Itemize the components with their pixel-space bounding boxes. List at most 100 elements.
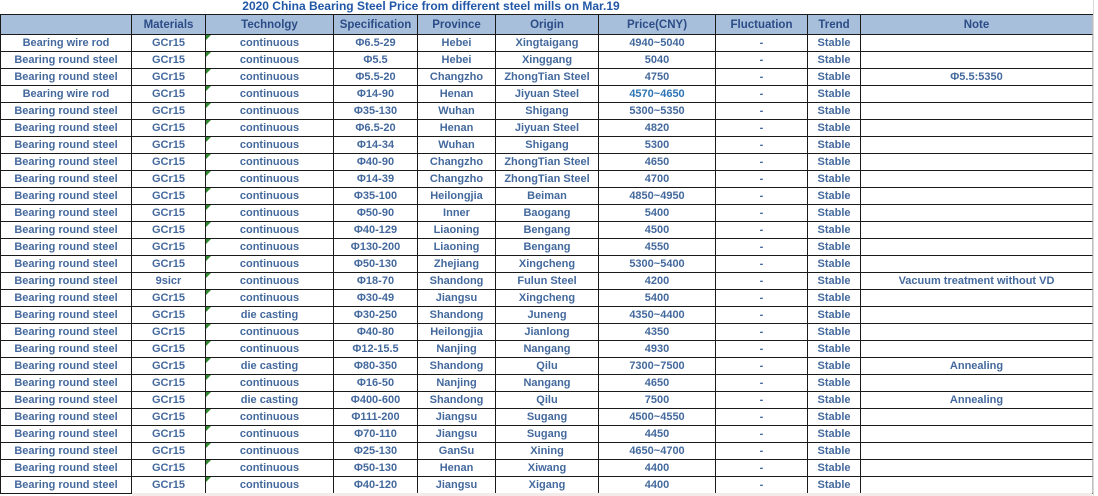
- cell-province[interactable]: Jiangsu: [418, 409, 496, 426]
- cell-technology[interactable]: die casting: [206, 358, 334, 375]
- cell-trend[interactable]: Stable: [808, 171, 861, 188]
- cell-materials[interactable]: GCr15: [132, 307, 206, 324]
- cell-price[interactable]: 4650: [599, 375, 716, 392]
- cell-trend[interactable]: Stable: [808, 477, 861, 494]
- header-price[interactable]: Price(CNY): [599, 15, 716, 35]
- cell-trend[interactable]: Stable: [808, 222, 861, 239]
- cell-price[interactable]: 4820: [599, 120, 716, 137]
- cell-note[interactable]: [861, 35, 1093, 52]
- cell-technology[interactable]: continuous: [206, 205, 334, 222]
- cell-rowlabel[interactable]: Bearing round steel: [1, 324, 132, 341]
- cell-materials[interactable]: GCr15: [132, 69, 206, 86]
- cell-technology[interactable]: continuous: [206, 460, 334, 477]
- cell-materials[interactable]: GCr15: [132, 188, 206, 205]
- cell-province[interactable]: Henan: [418, 120, 496, 137]
- cell-province[interactable]: Heilongjia: [418, 324, 496, 341]
- cell-note[interactable]: [861, 171, 1093, 188]
- cell-note[interactable]: [861, 290, 1093, 307]
- cell-price[interactable]: 5040: [599, 52, 716, 69]
- cell-note[interactable]: Vacuum treatment without VD: [861, 273, 1093, 290]
- cell-province[interactable]: Shandong: [418, 307, 496, 324]
- header-origin[interactable]: Origin: [496, 15, 599, 35]
- cell-note[interactable]: [861, 154, 1093, 171]
- cell-trend[interactable]: Stable: [808, 307, 861, 324]
- cell-materials[interactable]: GCr15: [132, 52, 206, 69]
- cell-fluctuation[interactable]: -: [716, 188, 808, 205]
- cell-origin[interactable]: Xingtaigang: [496, 35, 599, 52]
- cell-note[interactable]: [861, 52, 1093, 69]
- cell-province[interactable]: Henan: [418, 86, 496, 103]
- cell-origin[interactable]: Fulun Steel: [496, 273, 599, 290]
- cell-technology[interactable]: continuous: [206, 120, 334, 137]
- cell-technology[interactable]: continuous: [206, 443, 334, 460]
- cell-note[interactable]: [861, 256, 1093, 273]
- cell-trend[interactable]: Stable: [808, 358, 861, 375]
- cell-technology[interactable]: continuous: [206, 324, 334, 341]
- cell-rowlabel[interactable]: Bearing round steel: [1, 171, 132, 188]
- cell-rowlabel[interactable]: Bearing round steel: [1, 52, 132, 69]
- cell-trend[interactable]: Stable: [808, 443, 861, 460]
- cell-specification[interactable]: Φ130-200: [334, 239, 418, 256]
- cell-rowlabel[interactable]: Bearing round steel: [1, 222, 132, 239]
- cell-origin[interactable]: Xining: [496, 443, 599, 460]
- cell-technology[interactable]: continuous: [206, 171, 334, 188]
- cell-technology[interactable]: continuous: [206, 375, 334, 392]
- cell-materials[interactable]: GCr15: [132, 171, 206, 188]
- cell-rowlabel[interactable]: Bearing round steel: [1, 239, 132, 256]
- cell-materials[interactable]: GCr15: [132, 324, 206, 341]
- cell-note[interactable]: [861, 375, 1093, 392]
- cell-price[interactable]: 4400: [599, 477, 716, 494]
- cell-technology[interactable]: continuous: [206, 426, 334, 443]
- cell-province[interactable]: Changzho: [418, 171, 496, 188]
- cell-fluctuation[interactable]: -: [716, 35, 808, 52]
- cell-specification[interactable]: Φ50-130: [334, 460, 418, 477]
- cell-trend[interactable]: Stable: [808, 120, 861, 137]
- cell-origin[interactable]: Xinggang: [496, 52, 599, 69]
- cell-trend[interactable]: Stable: [808, 137, 861, 154]
- cell-note[interactable]: [861, 239, 1093, 256]
- cell-materials[interactable]: GCr15: [132, 460, 206, 477]
- cell-technology[interactable]: continuous: [206, 154, 334, 171]
- cell-rowlabel[interactable]: Bearing round steel: [1, 460, 132, 477]
- cell-origin[interactable]: ZhongTian Steel: [496, 69, 599, 86]
- cell-trend[interactable]: Stable: [808, 290, 861, 307]
- cell-fluctuation[interactable]: -: [716, 239, 808, 256]
- cell-specification[interactable]: Φ400-600: [334, 392, 418, 409]
- cell-materials[interactable]: GCr15: [132, 103, 206, 120]
- cell-fluctuation[interactable]: -: [716, 171, 808, 188]
- cell-technology[interactable]: continuous: [206, 35, 334, 52]
- cell-price[interactable]: 4570~4650: [599, 86, 716, 103]
- cell-trend[interactable]: Stable: [808, 256, 861, 273]
- cell-rowlabel[interactable]: Bearing wire rod: [1, 35, 132, 52]
- cell-rowlabel[interactable]: Bearing round steel: [1, 256, 132, 273]
- cell-rowlabel[interactable]: Bearing round steel: [1, 290, 132, 307]
- cell-province[interactable]: Hebei: [418, 35, 496, 52]
- cell-province[interactable]: Jiangsu: [418, 426, 496, 443]
- cell-fluctuation[interactable]: -: [716, 154, 808, 171]
- cell-technology[interactable]: continuous: [206, 409, 334, 426]
- cell-note[interactable]: [861, 103, 1093, 120]
- cell-province[interactable]: Shandong: [418, 358, 496, 375]
- cell-rowlabel[interactable]: Bearing round steel: [1, 375, 132, 392]
- cell-rowlabel[interactable]: Bearing round steel: [1, 120, 132, 137]
- cell-origin[interactable]: Xigang: [496, 477, 599, 494]
- cell-origin[interactable]: Jianlong: [496, 324, 599, 341]
- cell-rowlabel[interactable]: Bearing round steel: [1, 205, 132, 222]
- cell-origin[interactable]: Nangang: [496, 341, 599, 358]
- cell-rowlabel[interactable]: Bearing round steel: [1, 307, 132, 324]
- cell-materials[interactable]: GCr15: [132, 154, 206, 171]
- cell-materials[interactable]: GCr15: [132, 86, 206, 103]
- cell-materials[interactable]: GCr15: [132, 222, 206, 239]
- cell-specification[interactable]: Φ40-80: [334, 324, 418, 341]
- cell-materials[interactable]: GCr15: [132, 256, 206, 273]
- cell-trend[interactable]: Stable: [808, 188, 861, 205]
- cell-origin[interactable]: Jiyuan Steel: [496, 86, 599, 103]
- cell-fluctuation[interactable]: -: [716, 477, 808, 494]
- cell-price[interactable]: 4650~4700: [599, 443, 716, 460]
- cell-specification[interactable]: Φ30-49: [334, 290, 418, 307]
- header-fluctuation[interactable]: Fluctuation: [716, 15, 808, 35]
- header-rowlabel[interactable]: [1, 15, 132, 35]
- cell-province[interactable]: Liaoning: [418, 222, 496, 239]
- cell-technology[interactable]: continuous: [206, 273, 334, 290]
- cell-technology[interactable]: continuous: [206, 188, 334, 205]
